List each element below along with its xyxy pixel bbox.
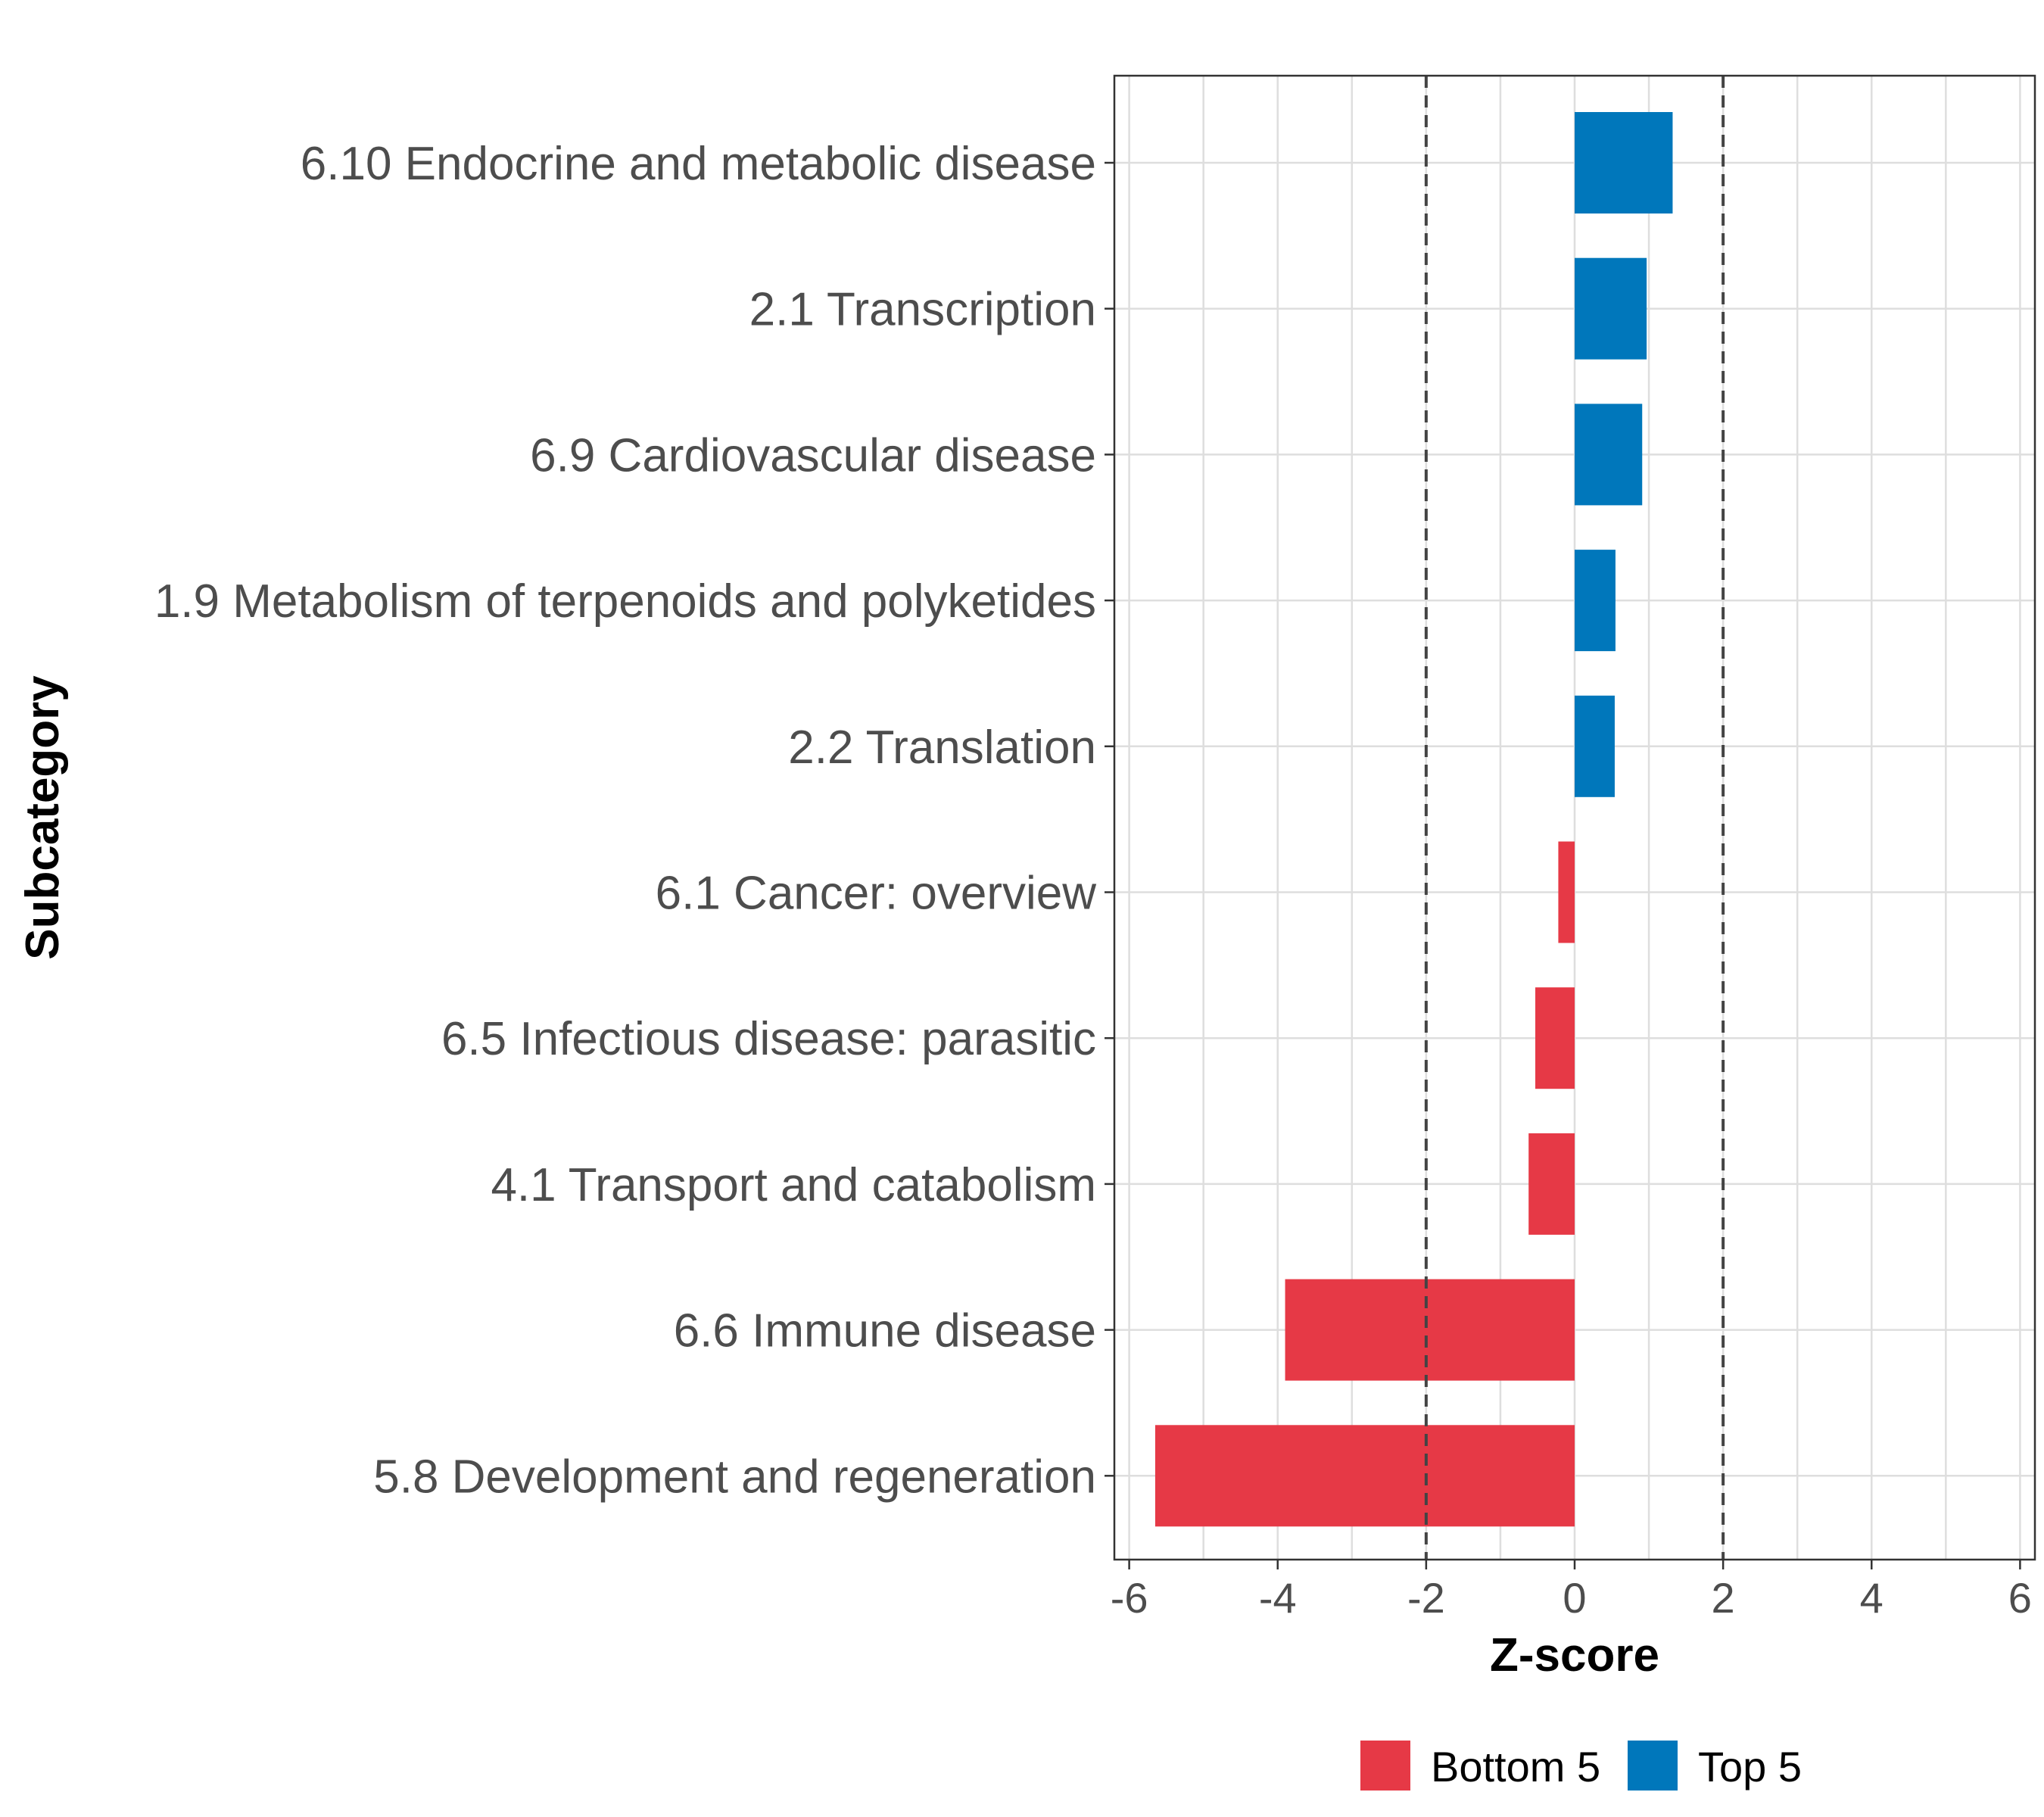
bar <box>1575 257 1647 360</box>
category-label: 1.9 Metabolism of terpenoids and polyket… <box>154 575 1096 628</box>
bar <box>1575 404 1643 506</box>
category-label: 6.10 Endocrine and metabolic disease <box>301 138 1096 190</box>
category-label: 2.1 Transcription <box>749 284 1096 336</box>
bar <box>1558 841 1575 943</box>
category-label: 6.9 Cardiovascular disease <box>530 429 1096 482</box>
x-tick-label: 2 <box>1712 1574 1735 1622</box>
legend-swatch-top5 <box>1628 1741 1678 1791</box>
bar <box>1154 1425 1575 1527</box>
x-tick-label: -6 <box>1111 1574 1148 1622</box>
y-axis: 6.10 Endocrine and metabolic disease 2.1 … <box>154 138 1114 1503</box>
x-axis: -6 -4 -2 0 2 4 6 <box>1111 1560 2032 1622</box>
category-label: 2.2 Translation <box>788 722 1096 774</box>
legend-swatch-bottom5 <box>1360 1741 1410 1791</box>
bar <box>1575 112 1673 213</box>
category-label: 4.1 Transport and catabolism <box>491 1159 1096 1211</box>
bar <box>1285 1279 1575 1381</box>
category-label: 6.1 Cancer: overview <box>656 868 1097 920</box>
category-label: 6.6 Immune disease <box>674 1305 1096 1357</box>
x-tick-label: 6 <box>2008 1574 2032 1622</box>
x-tick-label: 0 <box>1563 1574 1586 1622</box>
x-tick-label: -2 <box>1407 1574 1445 1622</box>
x-tick-label: -4 <box>1259 1574 1297 1622</box>
bar <box>1535 987 1575 1089</box>
x-axis-title: Z-score <box>1490 1629 1659 1681</box>
category-label: 6.5 Infectious disease: parasitic <box>441 1013 1096 1065</box>
bar <box>1528 1133 1575 1235</box>
y-axis-title: Subcategory <box>17 675 69 960</box>
bar <box>1575 695 1615 797</box>
legend-label-top5: Top 5 <box>1698 1743 1802 1791</box>
legend: Bottom 5 Top 5 <box>1360 1741 1802 1791</box>
x-tick-label: 4 <box>1860 1574 1884 1622</box>
bar <box>1575 550 1616 652</box>
legend-label-bottom5: Bottom 5 <box>1431 1743 1600 1791</box>
bars <box>1154 112 1673 1527</box>
category-label: 5.8 Development and regeneration <box>373 1451 1096 1503</box>
reference-lines <box>1424 76 1725 1560</box>
